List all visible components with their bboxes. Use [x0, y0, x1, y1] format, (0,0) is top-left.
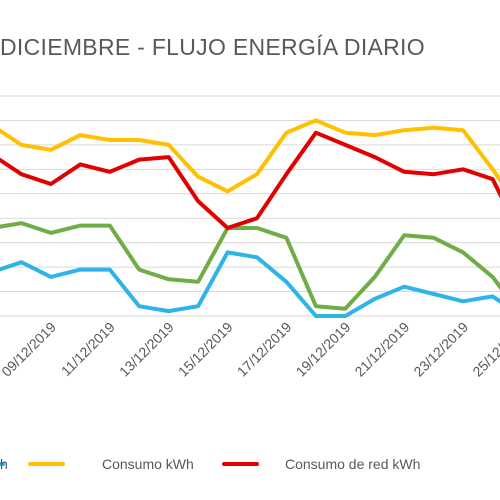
x-tick-label: 23/12/2019 [410, 319, 471, 380]
legend-label: h [0, 456, 8, 472]
x-tick-label: 09/12/2019 [0, 319, 59, 380]
x-tick-label: 21/12/2019 [351, 319, 412, 380]
x-tick-label: 19/12/2019 [293, 319, 354, 380]
series-line [0, 118, 500, 194]
x-tick-label: 25/12/2019 [469, 319, 500, 380]
x-tick-label: 15/12/2019 [175, 319, 236, 380]
series-line [0, 250, 500, 318]
x-tick-label: 11/12/2019 [58, 319, 118, 379]
series-line [0, 130, 500, 230]
series-line [0, 221, 500, 311]
legend: h Consumo kWh Consumo de red kWh [0, 456, 420, 472]
series-layer [0, 118, 500, 318]
legend-label: Consumo kWh [102, 456, 194, 472]
grid-layer [0, 95, 500, 317]
x-tick-label: 13/12/2019 [116, 319, 177, 380]
chart-title: DICIEMBRE - FLUJO ENERGÍA DIARIO [0, 34, 425, 60]
x-tick-layer: 07/12/201909/12/201911/12/201913/12/2019… [0, 319, 500, 380]
x-tick-label: 17/12/2019 [234, 319, 295, 380]
legend-label: Consumo de red kWh [285, 456, 420, 472]
